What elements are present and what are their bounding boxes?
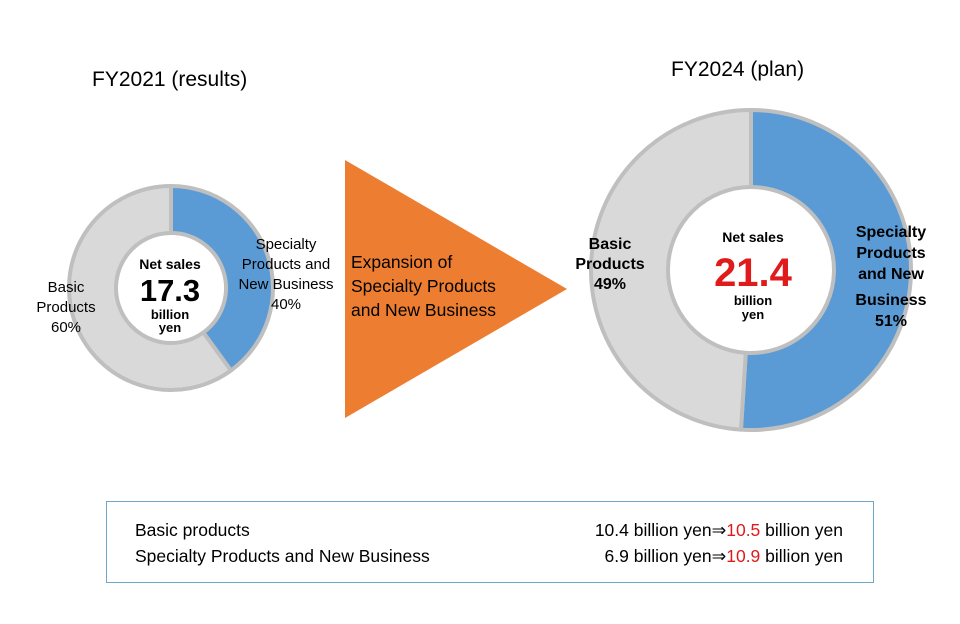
arrow-text-line: Expansion of — [351, 252, 453, 272]
summary-to-unit: billion yen — [760, 546, 843, 566]
donut2-center-unit-1: billion — [733, 293, 773, 308]
donut-slice-0 — [169, 184, 275, 373]
label-line: Specialty — [255, 236, 317, 253]
expansion-arrow-text: Expansion of Specialty Products and New … — [351, 250, 496, 322]
donut2-basic-label: Basic Products 49% — [570, 235, 650, 295]
label-line: Specialty — [855, 224, 927, 241]
label-line: and New — [858, 266, 924, 283]
label-percent: 49% — [593, 276, 627, 293]
donut1-basic-label: Basic Products 60% — [26, 278, 106, 338]
donut1-center-value: 17.3 — [139, 273, 201, 308]
summary-to-value: 10.9 — [726, 546, 761, 566]
label-line: Products — [856, 245, 926, 262]
donut-fy2024 — [589, 108, 914, 432]
chart-title-fy2021: FY2021 (results) — [92, 68, 248, 91]
label-line: Products — [36, 299, 96, 316]
arrow-symbol: ⇒ — [711, 546, 727, 566]
summary-to-value: 10.5 — [726, 520, 761, 540]
summary-from-value: 10.4 billion yen — [594, 520, 712, 540]
donut1-center-unit-1: billion — [150, 307, 190, 322]
donut1-specialty-label: Specialty Products and New Business 40% — [226, 235, 346, 315]
donut2-center-value: 21.4 — [714, 251, 792, 295]
label-line: Products and — [241, 256, 331, 273]
summary-row-values: 6.9 billion yen⇒10.9 billion yen — [605, 544, 843, 568]
donut2-specialty-label: Specialty Products and New Business 51% — [838, 222, 944, 332]
summary-to-unit: billion yen — [760, 520, 843, 540]
label-percent: 51% — [874, 313, 908, 330]
donut1-center-unit-2: yen — [158, 320, 182, 335]
label-line: Basic — [47, 279, 85, 296]
summary-row-name: Basic products — [135, 520, 250, 540]
donut2-center-unit-2: yen — [741, 307, 765, 322]
chart-title-fy2024: FY2024 (plan) — [671, 58, 805, 81]
summary-box: Basic products 10.4 billion yen⇒10.5 bil… — [106, 501, 874, 583]
arrow-text-line: Specialty Products — [351, 276, 496, 296]
label-line: Business — [855, 292, 927, 309]
label-line: New Business — [238, 276, 334, 293]
summary-row-specialty: Specialty Products and New Business 6.9 … — [135, 544, 843, 568]
label-line: Basic — [588, 236, 632, 253]
label-percent: 60% — [50, 319, 82, 336]
donut1-center-label: Net sales — [139, 256, 201, 272]
summary-row-values: 10.4 billion yen⇒10.5 billion yen — [595, 518, 843, 542]
donut-fy2021 — [67, 184, 275, 392]
summary-from-value: 6.9 billion yen — [604, 546, 712, 566]
expansion-arrow-shape — [345, 160, 567, 418]
donut-slice-1 — [589, 108, 753, 432]
arrow-text-line: and New Business — [351, 300, 496, 320]
donut2-center-label: Net sales — [722, 229, 784, 245]
arrow-symbol: ⇒ — [711, 520, 727, 540]
label-percent: 40% — [270, 296, 302, 313]
donut-slice-1 — [67, 184, 233, 392]
summary-row-name: Specialty Products and New Business — [135, 546, 430, 566]
label-line: Products — [575, 256, 645, 273]
summary-row-basic: Basic products 10.4 billion yen⇒10.5 bil… — [135, 518, 843, 542]
donut-slice-0 — [738, 108, 914, 432]
